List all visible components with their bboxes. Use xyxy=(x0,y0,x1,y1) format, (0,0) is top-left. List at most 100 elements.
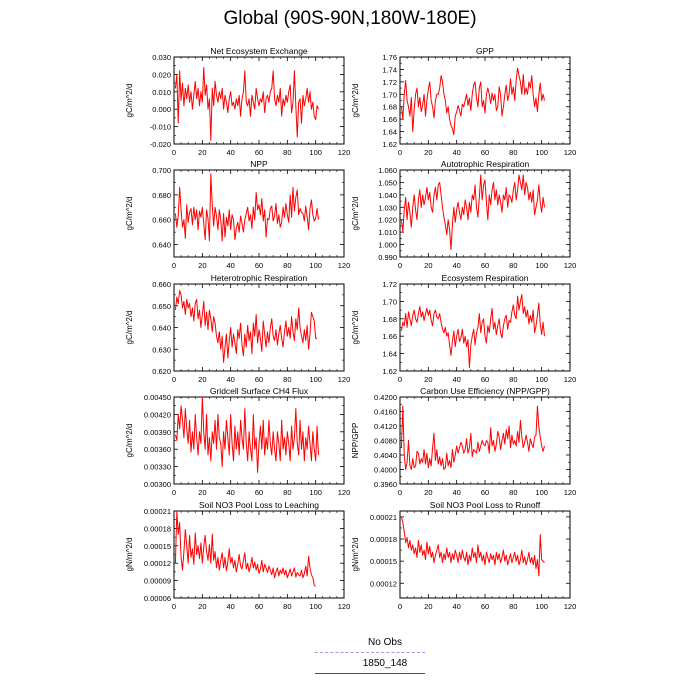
x-tick-label: 0 xyxy=(398,261,402,270)
y-tick-label: 0.030 xyxy=(152,53,171,62)
x-tick-label: 40 xyxy=(226,261,234,270)
x-tick-label: 100 xyxy=(535,148,548,157)
series-line xyxy=(174,396,319,473)
x-tick-label: 20 xyxy=(424,261,432,270)
x-tick-label: 120 xyxy=(338,488,351,497)
x-tick-label: 0 xyxy=(398,488,402,497)
y-tick-label: 0.4080 xyxy=(374,437,397,446)
y-tick-label: 0.680 xyxy=(152,191,171,200)
panel-title: Ecosystem Respiration xyxy=(442,273,529,283)
y-tick-label: 1.020 xyxy=(378,216,397,225)
y-tick-label: 0.000 xyxy=(152,105,171,114)
series-line xyxy=(400,67,545,136)
y-tick-label: 1.62 xyxy=(382,367,397,376)
x-tick-label: 100 xyxy=(535,602,548,611)
x-tick-label: 80 xyxy=(509,261,517,270)
x-tick-label: 100 xyxy=(535,488,548,497)
series-line xyxy=(174,66,319,142)
x-tick-label: 0 xyxy=(172,148,176,157)
x-tick-label: 120 xyxy=(338,602,351,611)
panel-autotrophic-respiration: Autotrophic Respiration 0 20 40 60 80 100 120 0.… xyxy=(351,159,576,270)
y-axis-label: gC/m^2/d xyxy=(125,84,134,118)
x-tick-label: 40 xyxy=(452,602,460,611)
x-tick-label: 80 xyxy=(283,602,291,611)
y-tick-label: 0.00330 xyxy=(144,463,171,472)
y-tick-label: 0.4000 xyxy=(374,466,397,475)
series-line xyxy=(400,174,545,251)
y-tick-label: 0.3960 xyxy=(374,480,397,489)
y-tick-label: 0.00420 xyxy=(144,410,171,419)
y-tick-label: 0.00360 xyxy=(144,445,171,454)
y-tick-label: -0.010 xyxy=(150,123,171,132)
x-tick-label: 120 xyxy=(564,261,577,270)
y-tick-label: 0.00012 xyxy=(370,579,397,588)
y-tick-label: 0.00450 xyxy=(144,393,171,402)
y-tick-label: 0.00300 xyxy=(144,480,171,489)
x-tick-label: 60 xyxy=(481,148,489,157)
series-line xyxy=(400,516,545,577)
y-tick-label: 0.4040 xyxy=(374,451,397,460)
x-tick-label: 120 xyxy=(564,602,577,611)
y-tick-label: 0.990 xyxy=(378,253,397,262)
y-tick-label: 0.020 xyxy=(152,70,171,79)
x-tick-label: 100 xyxy=(309,488,322,497)
y-axis-label: NPP/GPP xyxy=(351,423,360,459)
y-axis-label: gC/m^2/d xyxy=(125,311,134,345)
y-tick-label: 0.650 xyxy=(152,302,171,311)
x-tick-label: 20 xyxy=(198,148,206,157)
x-tick-label: 20 xyxy=(198,261,206,270)
y-tick-label: 0.700 xyxy=(152,166,171,175)
y-tick-label: 0.4120 xyxy=(374,422,397,431)
y-tick-label: 1.030 xyxy=(378,203,397,212)
y-tick-label: 0.00015 xyxy=(144,542,171,551)
x-tick-label: 60 xyxy=(255,261,263,270)
y-tick-label: 1.66 xyxy=(382,115,397,124)
y-tick-label: 0.00018 xyxy=(370,535,397,544)
x-tick-label: 0 xyxy=(398,148,402,157)
y-tick-label: 0.00021 xyxy=(144,507,171,516)
x-tick-label: 40 xyxy=(452,375,460,384)
y-tick-label: 0.00390 xyxy=(144,428,171,437)
x-tick-label: 60 xyxy=(481,375,489,384)
y-axis-label: gC/m^2/d xyxy=(125,424,134,458)
x-tick-label: 80 xyxy=(283,261,291,270)
panel-title: GPP xyxy=(476,46,494,56)
plot-frame xyxy=(399,396,571,485)
x-tick-label: 0 xyxy=(172,602,176,611)
y-axis-label: gC/m^2/d xyxy=(351,197,360,231)
panel-title: Soil NO3 Pool Loss to Runoff xyxy=(430,500,541,510)
x-tick-label: 100 xyxy=(309,148,322,157)
series-line xyxy=(174,173,319,242)
x-tick-label: 20 xyxy=(424,148,432,157)
y-tick-label: 1.040 xyxy=(378,191,397,200)
y-axis-label: gN/m^2/d xyxy=(351,538,360,572)
x-tick-label: 40 xyxy=(226,375,234,384)
x-tick-label: 80 xyxy=(283,375,291,384)
y-tick-label: 1.060 xyxy=(378,166,397,175)
x-tick-label: 80 xyxy=(283,488,291,497)
panel-net-ecosystem-exchange: Net Ecosystem Exchange 0 20 40 60 80 100 120 -0.… xyxy=(125,46,350,157)
y-axis-label: gC/m^2/d xyxy=(351,311,360,345)
x-tick-label: 120 xyxy=(338,375,351,384)
x-tick-label: 100 xyxy=(535,375,548,384)
y-tick-label: 0.00018 xyxy=(144,524,171,533)
y-axis-label: gC/m^2/d xyxy=(351,84,360,118)
y-axis-label: gN/m^2/d xyxy=(125,538,134,572)
y-tick-label: 1.010 xyxy=(378,228,397,237)
x-tick-label: 60 xyxy=(255,148,263,157)
y-tick-label: 0.640 xyxy=(152,241,171,250)
panel-title: Net Ecosystem Exchange xyxy=(210,46,308,56)
panel-soil-no3-pool-loss-to-runoff: Soil NO3 Pool Loss to Runoff 0 20 40 60 80 100… xyxy=(351,500,576,611)
x-tick-label: 60 xyxy=(255,602,263,611)
series-line xyxy=(400,405,545,470)
y-tick-label: 0.00009 xyxy=(144,577,171,586)
x-tick-label: 60 xyxy=(481,488,489,497)
x-tick-label: 40 xyxy=(452,488,460,497)
panel-heterotrophic-respiration: Heterotrophic Respiration 0 20 40 60 80 100 120… xyxy=(125,273,350,384)
y-tick-label: 0.00021 xyxy=(370,513,397,522)
panel-carbon-use-efficiency-npp-gpp: Carbon Use Efficiency (NPP/GPP) 0 20 40 60 80… xyxy=(351,386,576,497)
x-tick-label: 40 xyxy=(452,261,460,270)
x-tick-label: 80 xyxy=(283,148,291,157)
y-tick-label: 1.050 xyxy=(378,178,397,187)
